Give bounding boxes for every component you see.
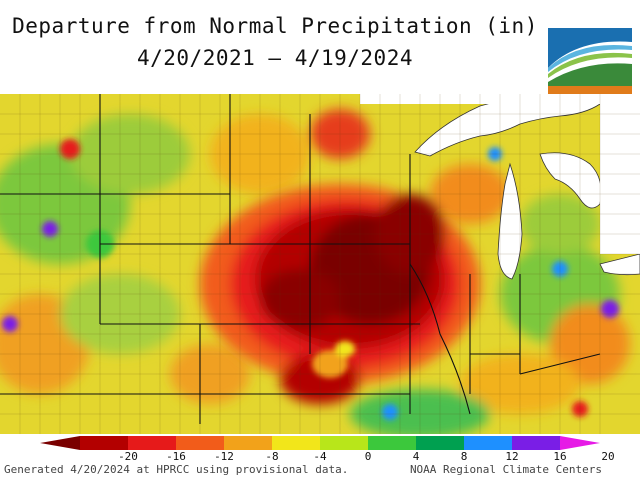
legend-swatch (512, 436, 561, 450)
legend-tick-label: -12 (214, 450, 234, 463)
legend-swatch (320, 436, 369, 450)
legend-swatch (224, 436, 273, 450)
legend-tick-label: -20 (118, 450, 138, 463)
great-lakes (414, 95, 640, 280)
legend-swatch (416, 436, 465, 450)
legend-tick-label: 16 (553, 450, 567, 463)
legend-swatch-max (560, 436, 600, 450)
canada-blank (360, 94, 640, 104)
legend-tick-label: 4 (412, 450, 420, 463)
legend-swatch (464, 436, 513, 450)
noaa-credit: NOAA Regional Climate Centers (409, 463, 602, 476)
legend-swatch (368, 436, 417, 450)
legend-tick-label: 8 (460, 450, 468, 463)
precipitation-map (0, 94, 640, 434)
legend-tick-label: 20 (601, 450, 615, 463)
legend-swatch-min (40, 436, 80, 450)
generated-note: Generated 4/20/2024 at HPRCC using provi… (4, 463, 349, 476)
legend-tick-label: 12 (505, 450, 519, 463)
legend-swatch (176, 436, 225, 450)
state-borders (0, 94, 601, 424)
legend-tick-label: -8 (265, 450, 279, 463)
legend-swatch (128, 436, 177, 450)
legend-tick-label: -4 (313, 450, 327, 463)
legend-tick-label: 0 (364, 450, 372, 463)
legend-swatch (80, 436, 129, 450)
legend-swatch (272, 436, 321, 450)
map-title: Departure from Normal Precipitation (in) (12, 14, 538, 38)
date-range: 4/20/2021 – 4/19/2024 (136, 46, 413, 70)
legend-tick-label: -16 (166, 450, 186, 463)
legend-colorbar (40, 436, 600, 450)
